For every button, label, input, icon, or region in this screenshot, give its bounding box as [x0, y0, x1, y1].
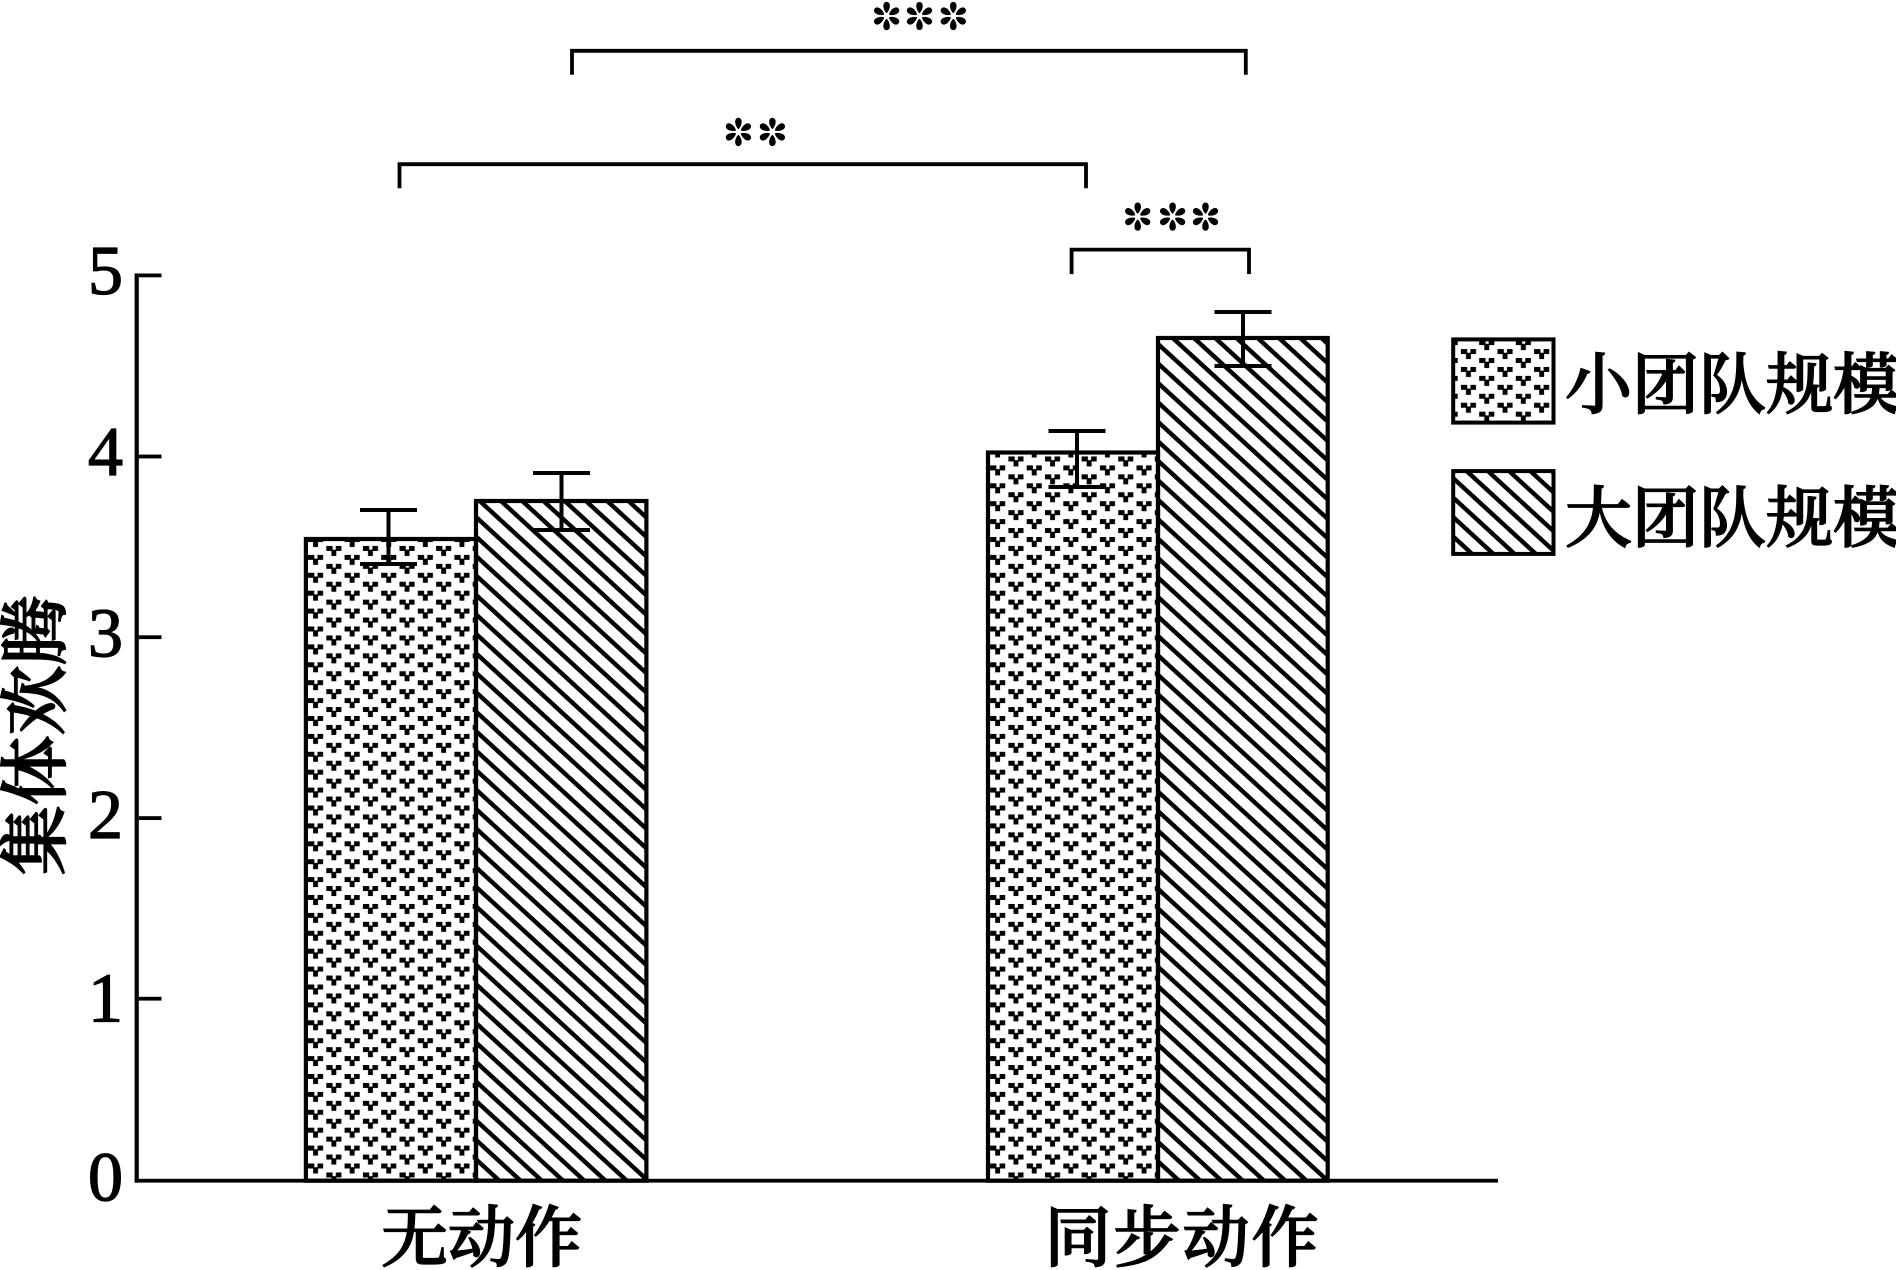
svg-text:5: 5: [88, 233, 123, 310]
svg-text:0: 0: [88, 1140, 123, 1217]
svg-text:1: 1: [88, 961, 123, 1038]
svg-text:2: 2: [88, 777, 123, 854]
svg-text:4: 4: [88, 414, 123, 491]
svg-text:3: 3: [88, 596, 123, 673]
